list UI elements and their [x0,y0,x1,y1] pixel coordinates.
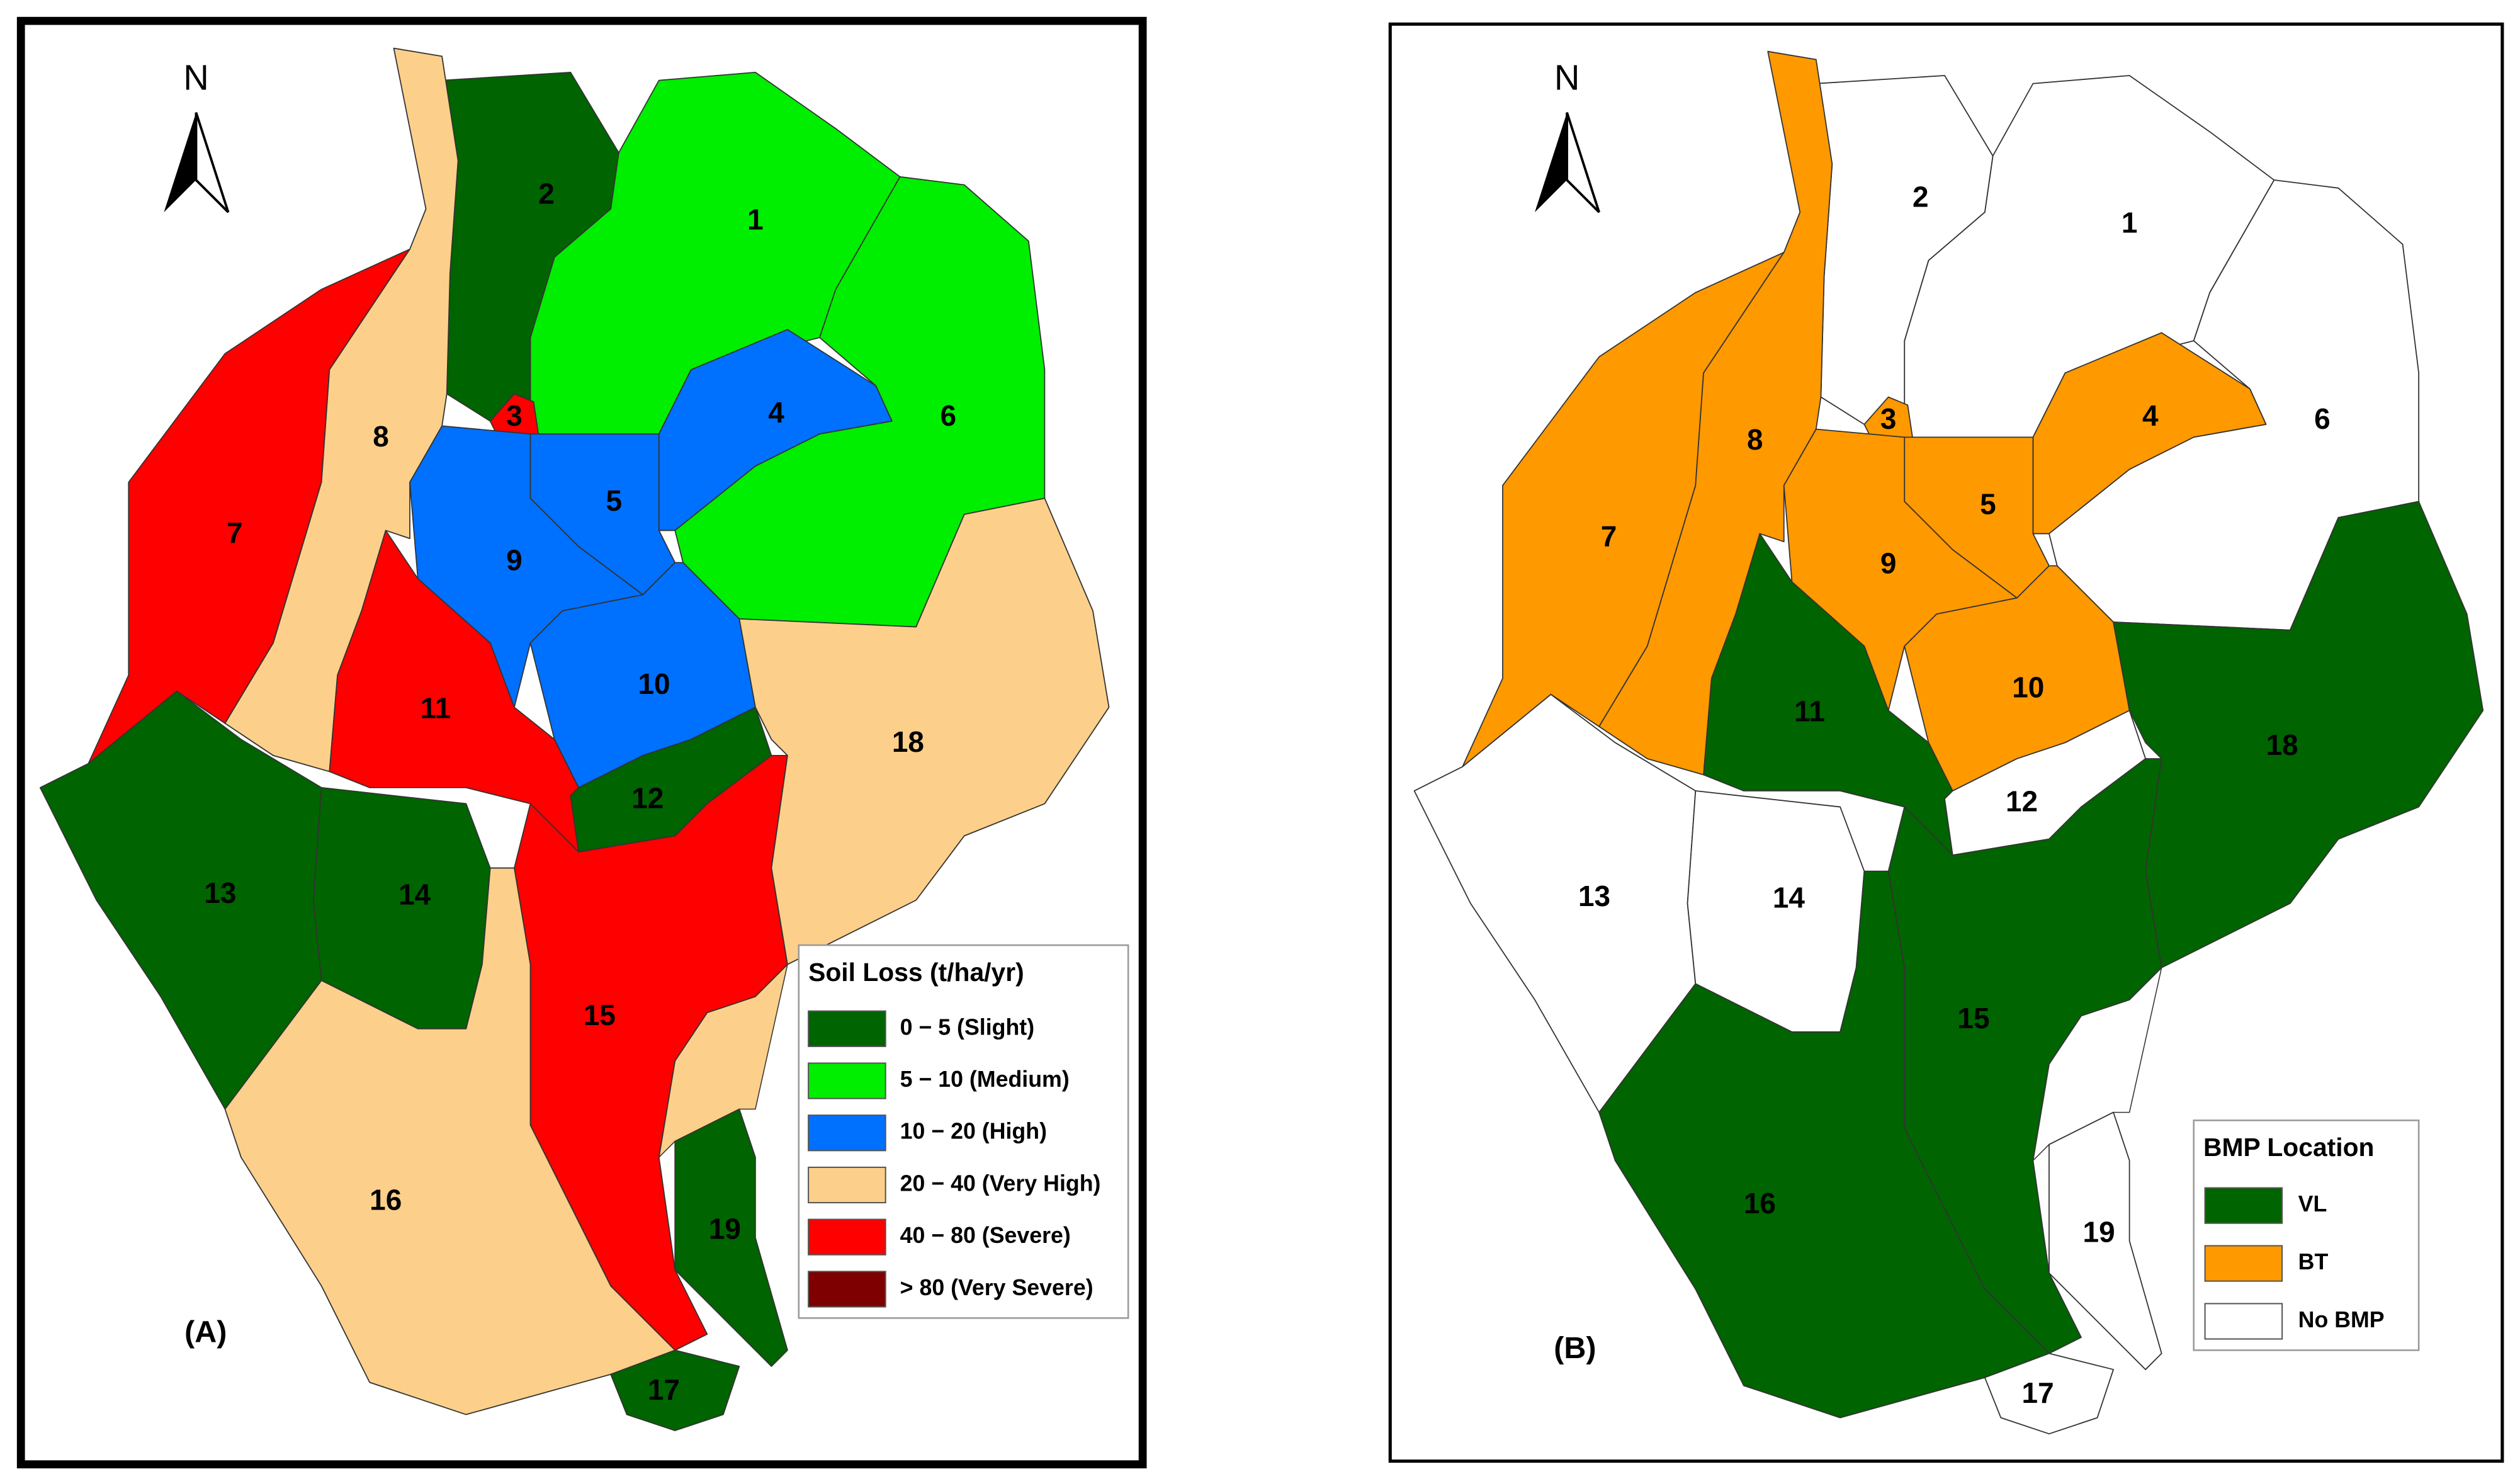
subbasin-label: 3 [1880,402,1897,435]
subbasin-label: 14 [398,878,431,911]
subbasin-label: 12 [631,781,664,814]
subbasin-label: 6 [2314,402,2331,435]
legend-label: 5 − 10 (Medium) [900,1067,1070,1092]
subbasin-label: 16 [1744,1187,1776,1220]
subbasin [2048,1111,2162,1370]
subbasin-label: 7 [227,516,243,549]
legend-label: VL [2298,1191,2327,1216]
legend-swatch [808,1271,886,1308]
subbasin-label: 9 [1880,547,1897,580]
subbasin-label: 4 [2142,399,2159,432]
subbasin-label: 7 [1601,519,1617,552]
legend-swatch [808,1062,886,1099]
panel-frame [16,16,1147,1469]
subbasin-label: 9 [506,544,523,577]
subbasin [610,1349,740,1431]
subbasin [738,497,1110,965]
subbasin-label: 17 [648,1373,680,1406]
north-arrow [1566,112,1600,213]
legend-title: Soil Loss (t/ha/yr) [808,958,1024,987]
subbasin-label: 10 [2012,671,2044,703]
legend-label: 20 − 40 (Very High) [900,1171,1101,1196]
legend-swatch [808,1010,886,1047]
subbasin-label: 5 [1980,487,1996,520]
subbasin-label: 1 [747,203,764,235]
subbasin-label: 19 [2083,1216,2115,1249]
panel-frame [1388,22,2504,1463]
subbasin [224,867,676,1415]
legend-swatch [808,1218,886,1256]
subbasin-label: 18 [892,725,924,758]
legend-label: No BMP [2298,1307,2385,1332]
subbasin-label: 17 [2022,1376,2054,1409]
subbasin-label: 3 [506,399,523,432]
subbasin-label: 16 [370,1184,402,1216]
panel-label: (A) [184,1315,227,1349]
legend-swatch [2204,1187,2283,1224]
subbasin-label: 13 [204,876,236,909]
subbasin-label: 15 [1957,1002,1989,1035]
legend-swatch [2204,1303,2283,1340]
subbasin-label: 14 [1773,882,1805,914]
legend-swatch [2204,1245,2283,1282]
legend-label: > 80 (Very Severe) [900,1275,1093,1300]
subbasin-label: 11 [421,692,451,725]
subbasin-label: 8 [373,420,389,453]
subbasin-label: 11 [1794,695,1825,728]
subbasin-label: 1 [2122,207,2138,239]
subbasin-label: 19 [709,1213,741,1245]
legend-label: 10 − 20 (High) [900,1119,1047,1144]
legend-label: BT [2298,1249,2329,1274]
subbasin [1598,870,2050,1419]
subbasin-label: 8 [1747,423,1763,456]
legend-swatch [808,1166,886,1204]
subbasin-label: 4 [768,396,784,429]
legend-swatch [808,1114,886,1152]
subbasin-label: 2 [1913,181,1929,213]
legend-title: BMP Location [2203,1133,2374,1162]
legend-label: 40 − 80 (Severe) [900,1223,1071,1248]
subbasin-label: 15 [584,999,616,1031]
subbasin-label: 18 [2266,728,2298,761]
north-arrow [1535,112,1568,212]
subbasin-label: 10 [638,667,670,700]
north-label: N [1554,57,1580,97]
subbasin [674,1108,788,1367]
panel-label: (B) [1554,1331,1596,1365]
subbasin [1984,1352,2114,1435]
legend-label: 0 − 5 (Slight) [900,1014,1034,1040]
north-label: N [183,57,209,97]
subbasin-label: 13 [1578,880,1610,912]
subbasin-label: 12 [2006,785,2038,818]
subbasin-label: 6 [940,399,956,432]
subbasin [2113,501,2484,968]
subbasin-label: 5 [606,484,622,517]
subbasin-label: 2 [538,178,555,210]
north-arrow [195,112,230,213]
